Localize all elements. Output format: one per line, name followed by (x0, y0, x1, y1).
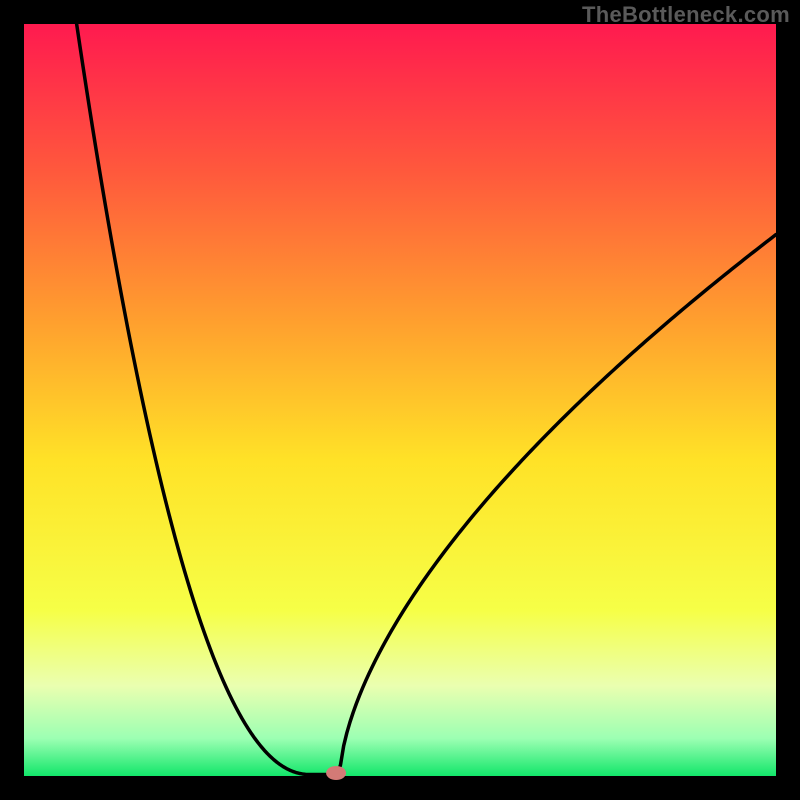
plot-background (24, 24, 776, 776)
watermark-text: TheBottleneck.com (582, 2, 790, 28)
minimum-marker (326, 766, 346, 780)
bottleneck-curve-chart (0, 0, 800, 800)
chart-frame: TheBottleneck.com (0, 0, 800, 800)
